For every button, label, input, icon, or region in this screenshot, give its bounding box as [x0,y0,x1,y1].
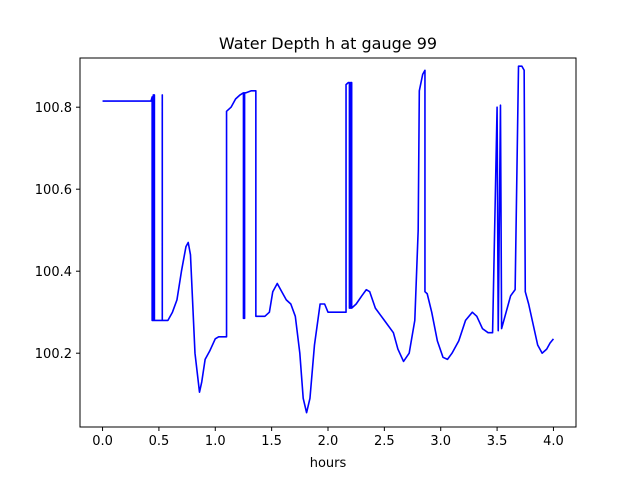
x-tick-label: 1.5 [261,434,282,449]
x-tick-label: 3.0 [430,434,451,449]
x-axis: 0.0 0.5 1.0 1.5 2.0 2.5 3.0 3.5 4.0 [92,427,564,449]
x-tick-label: 4.0 [543,434,564,449]
series-line-group [102,65,555,414]
x-tick-label: 1.0 [205,434,226,449]
x-tick-label: 0.0 [92,434,113,449]
y-tick-label: 100.2 [35,347,72,362]
y-tick-label: 100.6 [35,183,72,198]
x-tick-label: 2.5 [374,434,395,449]
x-tick-label: 0.5 [149,434,170,449]
y-tick-label: 100.8 [35,101,72,116]
x-tick-label: 2.0 [318,434,339,449]
x-axis-label: hours [310,456,347,471]
x-tick-label: 3.5 [487,434,508,449]
y-tick-label: 100.4 [35,265,72,280]
y-axis: 100.2 100.4 100.6 100.8 [35,101,80,362]
series-line [102,65,555,414]
chart-title: Water Depth h at gauge 99 [219,34,437,53]
